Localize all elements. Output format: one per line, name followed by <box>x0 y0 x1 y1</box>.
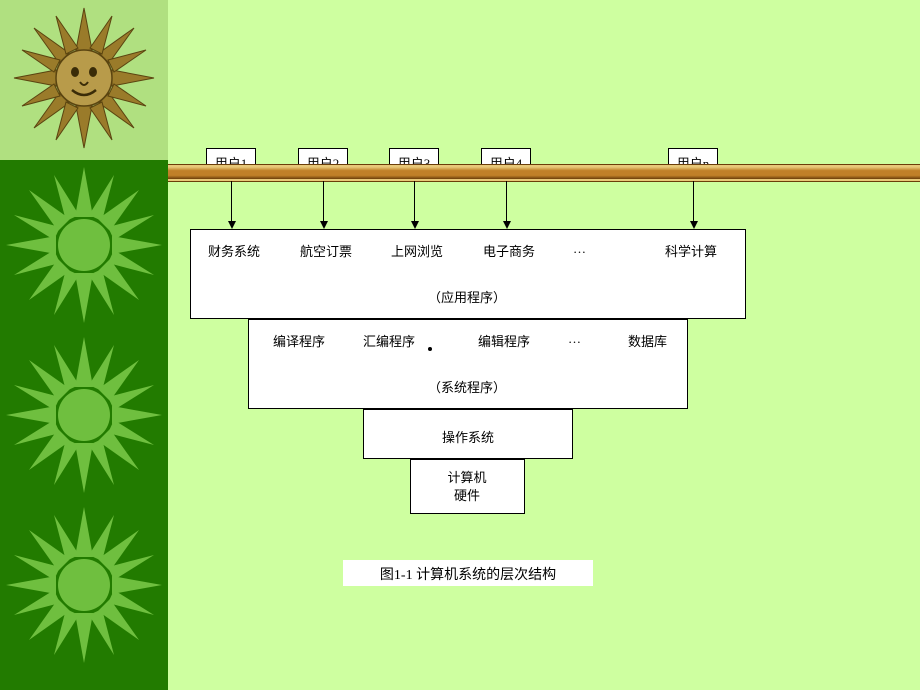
sun-decoration <box>0 0 168 160</box>
layer1-caption: （应用程序） <box>428 287 506 306</box>
sun-silhouette-3 <box>0 500 168 670</box>
layer2-caption: （系统程序） <box>428 377 506 396</box>
app-item: 航空订票 <box>300 241 352 260</box>
sys-item: 编译程序 <box>273 331 325 350</box>
sidebar <box>0 0 168 690</box>
decor-bar-bot-dark <box>168 181 920 182</box>
sys-item-ellipsis: … <box>568 331 581 347</box>
app-item: 电子商务 <box>483 241 535 260</box>
stray-dot <box>428 347 432 351</box>
layer4-text: 计算机硬件 <box>448 469 487 505</box>
sun-silhouette-1 <box>0 160 168 330</box>
app-item-ellipsis: … <box>573 241 586 257</box>
app-item: 科学计算 <box>665 241 717 260</box>
sun-silhouette-2 <box>0 330 168 500</box>
figure-caption: 图1-1 计算机系统的层次结构 <box>343 560 593 586</box>
decor-bar-main <box>168 167 920 179</box>
diagram-area: 用户1 用户2 用户3 用户4 用户n … 财务系统 航空订票 上网浏览 电子商… <box>168 0 920 690</box>
sys-item: 编辑程序 <box>478 331 530 350</box>
sys-item: 数据库 <box>628 331 667 350</box>
layer3-text: 操作系统 <box>442 427 494 446</box>
sys-item: 汇编程序 <box>363 331 415 350</box>
app-item: 上网浏览 <box>391 241 443 260</box>
app-item: 财务系统 <box>208 241 260 260</box>
